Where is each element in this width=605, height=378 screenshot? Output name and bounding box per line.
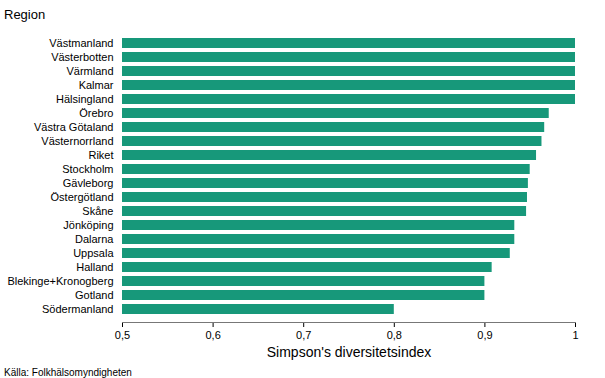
svg-text:Stockholm: Stockholm bbox=[62, 163, 113, 175]
svg-text:0,6: 0,6 bbox=[205, 329, 220, 341]
svg-text:Dalarna: Dalarna bbox=[75, 233, 114, 245]
svg-text:Blekinge+Kronogberg: Blekinge+Kronogberg bbox=[7, 275, 113, 287]
svg-text:Gotland: Gotland bbox=[75, 289, 114, 301]
svg-text:Uppsala: Uppsala bbox=[73, 247, 114, 259]
svg-text:Skåne: Skåne bbox=[82, 205, 113, 217]
svg-text:Västerbotten: Västerbotten bbox=[51, 51, 113, 63]
svg-text:Simpson's diversitetsindex: Simpson's diversitetsindex bbox=[267, 344, 432, 360]
svg-text:Örebro: Örebro bbox=[79, 107, 113, 119]
svg-text:Södermanland: Södermanland bbox=[42, 303, 114, 315]
html-text:Källa: Folkhälsomyndigheten: Källa: Folkhälsomyndigheten bbox=[4, 367, 132, 378]
svg-text:0,5: 0,5 bbox=[115, 329, 130, 341]
svg-text:Västernorrland: Västernorrland bbox=[41, 135, 113, 147]
svg-text:Västra Götaland: Västra Götaland bbox=[34, 121, 114, 133]
svg-text:0,9: 0,9 bbox=[477, 329, 492, 341]
svg-text:0,7: 0,7 bbox=[296, 329, 311, 341]
svg-text:Kalmar: Kalmar bbox=[79, 79, 114, 91]
svg-text:Hälsingland: Hälsingland bbox=[56, 93, 113, 105]
svg-text:Västmanland: Västmanland bbox=[49, 37, 113, 49]
svg-text:Värmland: Värmland bbox=[66, 65, 113, 77]
svg-text:Riket: Riket bbox=[88, 149, 113, 161]
svg-text:Gävleborg: Gävleborg bbox=[63, 177, 114, 189]
html-text:Region: Region bbox=[4, 7, 46, 22]
svg-text:Östergötland: Östergötland bbox=[51, 191, 114, 203]
svg-text:1: 1 bbox=[572, 329, 578, 341]
svg-text:Jönköping: Jönköping bbox=[63, 219, 113, 231]
svg-text:Halland: Halland bbox=[76, 261, 113, 273]
svg-text:0,8: 0,8 bbox=[387, 329, 402, 341]
